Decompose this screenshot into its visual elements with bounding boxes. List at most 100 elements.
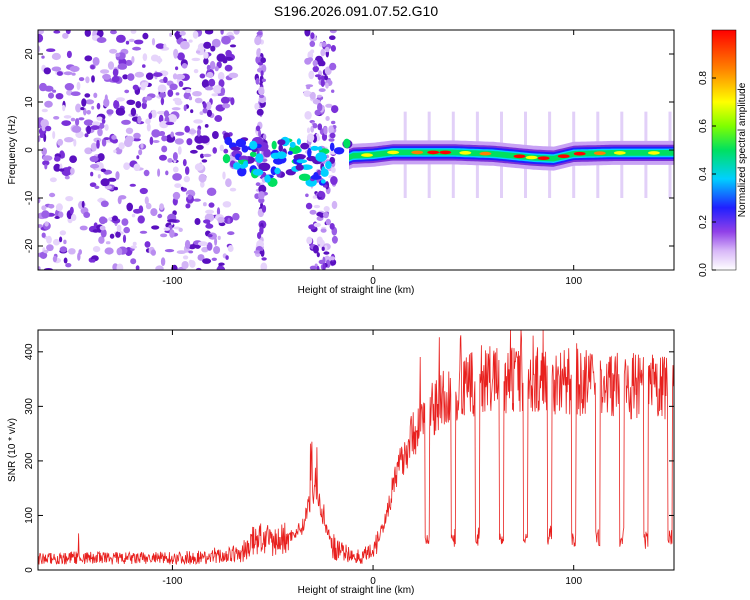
noise-speck (259, 226, 264, 235)
noise-speck (134, 71, 145, 78)
noise-speck (84, 133, 89, 138)
noise-speck (261, 205, 267, 213)
noise-speck (157, 168, 161, 177)
noise-speck (255, 182, 261, 187)
noise-speck (123, 162, 131, 170)
noise-speck (207, 234, 213, 238)
noise-speck (126, 99, 136, 106)
noise-speck (103, 98, 110, 108)
noise-speck (140, 143, 144, 149)
transition-blob (300, 142, 310, 150)
noise-speck (316, 265, 320, 270)
noise-speck (85, 99, 95, 105)
noise-speck (85, 76, 90, 84)
noise-speck (213, 85, 223, 94)
transition-blob (277, 139, 286, 146)
noise-speck (150, 208, 158, 217)
noise-speck (328, 125, 334, 134)
noise-speck (111, 75, 120, 83)
noise-speck (91, 259, 96, 263)
noise-speck (316, 212, 323, 217)
noise-speck (41, 147, 47, 156)
noise-speck (202, 258, 212, 264)
transition-blob (224, 136, 233, 146)
colorbar-tick-label: 0.6 (698, 119, 709, 133)
noise-speck (125, 40, 130, 45)
noise-speck (330, 176, 338, 185)
noise-speck (261, 78, 266, 83)
noise-speck (304, 57, 312, 65)
noise-speck (42, 155, 53, 161)
noise-speck (305, 193, 309, 198)
noise-speck (55, 93, 64, 100)
noise-speck (175, 92, 180, 96)
noise-speck (183, 104, 187, 112)
noise-speck (130, 258, 137, 265)
noise-speck (138, 149, 143, 156)
noise-speck (115, 52, 121, 58)
noise-speck (256, 31, 263, 36)
noise-speck (212, 147, 217, 154)
noise-speck (204, 124, 209, 128)
noise-speck (135, 265, 140, 270)
noise-speck (188, 244, 196, 250)
noise-speck (96, 102, 101, 110)
noise-speck (146, 123, 151, 132)
noise-speck (48, 92, 54, 99)
transition-blob (255, 153, 264, 164)
noise-speck (145, 202, 152, 210)
noise-speck (312, 123, 318, 129)
noise-speck (136, 155, 140, 160)
noise-speck (150, 109, 157, 119)
noise-speck (125, 127, 134, 134)
noise-speck (227, 231, 235, 236)
noise-speck (143, 169, 150, 177)
noise-speck (323, 251, 330, 255)
noise-speck (38, 45, 41, 53)
noise-speck (39, 251, 48, 259)
noise-speck (195, 267, 202, 270)
noise-speck (165, 121, 175, 126)
y-tick-label: -10 (24, 190, 35, 205)
noise-speck (197, 241, 208, 247)
transition-blob (289, 141, 296, 148)
noise-speck (38, 224, 43, 228)
signal-hotspot (361, 153, 373, 157)
noise-speck (121, 119, 131, 125)
noise-speck (145, 118, 151, 125)
noise-speck (225, 178, 232, 188)
noise-speck (107, 61, 115, 70)
noise-speck (324, 46, 330, 53)
x-tick-label: 0 (370, 576, 376, 587)
noise-speck (224, 56, 234, 61)
noise-speck (211, 93, 218, 97)
transition-blob (329, 142, 335, 152)
noise-speck (167, 89, 174, 97)
noise-speck (132, 241, 137, 246)
noise-speck (116, 247, 123, 256)
noise-speck (41, 55, 45, 59)
noise-speck (258, 184, 267, 194)
noise-speck (197, 128, 201, 137)
noise-speck (65, 196, 74, 202)
noise-speck (318, 190, 323, 198)
noise-speck (133, 209, 139, 213)
noise-speck (59, 230, 67, 236)
noise-speck (173, 48, 179, 58)
noise-speck (161, 135, 168, 142)
noise-speck (312, 59, 318, 67)
noise-speck (38, 30, 44, 35)
noise-speck (316, 236, 323, 245)
noise-speck (113, 186, 119, 191)
noise-speck (122, 234, 127, 243)
noise-speck (258, 191, 265, 200)
noise-speck (312, 244, 319, 254)
noise-speck (109, 233, 115, 239)
transition-blob (315, 152, 327, 162)
noise-speck (46, 244, 54, 252)
noise-speck (175, 73, 186, 80)
noise-speck (130, 245, 137, 249)
noise-speck (217, 71, 225, 81)
noise-speck (323, 126, 328, 135)
noise-speck (48, 204, 55, 209)
